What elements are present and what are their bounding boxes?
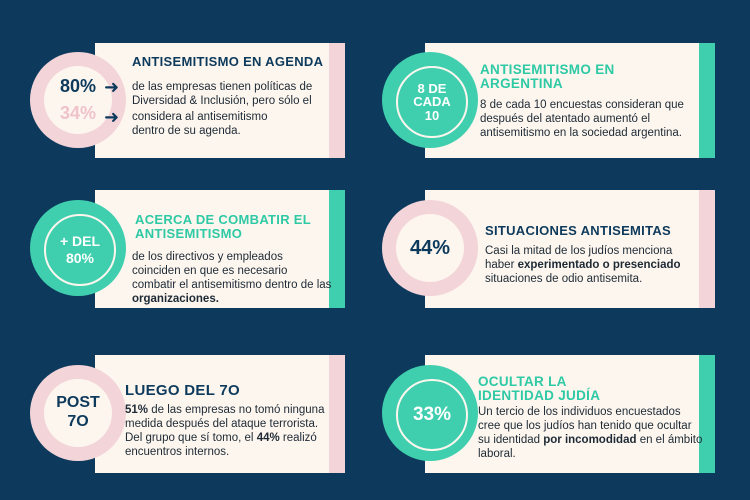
card-accent-stripe — [699, 190, 715, 308]
card-text-emphasis: experimentado o presenciado — [517, 259, 681, 272]
arrow-right-icon: ➜ — [104, 107, 120, 127]
card-text-part: realizó encuentros internos. — [125, 432, 317, 459]
card-title: OCULTAR LA IDENTIDAD JUDÍA — [478, 374, 601, 404]
stat-badge: + DEL 80% — [44, 214, 116, 286]
card-text: 8 de cada 10 encuestas consideran que de… — [480, 99, 684, 140]
card-title: SITUACIONES ANTISEMITAS — [485, 223, 672, 238]
badge-line: POST — [56, 394, 100, 412]
card-text: de las empresas tienen políticas de Dive… — [132, 81, 313, 108]
card-accent-stripe — [699, 355, 715, 473]
card-text: 51% de las empresas no tomó ninguna medi… — [125, 403, 335, 459]
card-text: considera al antisemitismo dentro de su … — [132, 111, 268, 138]
stat-badge: 8 DE CADA 10 — [396, 66, 468, 138]
stat-secondary: 34% — [59, 103, 97, 123]
card-accent-stripe — [329, 43, 345, 158]
card-title: ANTISEMITISMO EN AGENDA — [132, 54, 324, 69]
badge-value: 33% — [412, 404, 452, 426]
stat-badge-ring: 80% 34% — [30, 52, 126, 148]
stat-badge: 80% 34% — [44, 66, 112, 134]
stat-badge-ring: 8 DE CADA 10 — [382, 52, 478, 148]
card-text-emphasis: 51% — [125, 404, 149, 416]
card-text-emphasis: 44% — [256, 432, 280, 445]
stat-badge: POST 7O — [44, 379, 112, 447]
card-text-part: situaciones de odio antisemita. — [485, 273, 643, 286]
card-text-part: de las empresas no tomó ninguna medida d… — [125, 404, 325, 445]
card-antisemitismo-en-agenda — [95, 43, 345, 158]
card-luego-del-7o — [95, 355, 345, 473]
card-title: ACERCA DE COMBATIR EL ANTISEMITISMO — [135, 212, 311, 241]
arrow-right-icon: ➜ — [104, 77, 120, 97]
card-accent-stripe — [329, 355, 345, 473]
card-title: ANTISEMITISMO EN ARGENTINA — [480, 62, 615, 92]
card-text-part: de los directivos y empleados coinciden … — [132, 251, 332, 292]
card-acerca-de-combatir — [95, 190, 345, 308]
card-text: de los directivos y empleados coinciden … — [132, 250, 332, 306]
card-text-emphasis: por incomodidad — [543, 434, 637, 447]
badge-line: 8 DE — [417, 80, 447, 96]
badge-line: CADA — [413, 94, 451, 110]
stat-badge-ring: 44% — [382, 200, 478, 296]
card-text-part: en el ámbito laboral. — [478, 434, 703, 461]
stat-badge: 44% — [396, 214, 464, 282]
badge-line: + DEL — [59, 233, 101, 250]
card-accent-stripe — [699, 43, 715, 158]
badge-line: 80% — [65, 250, 95, 266]
card-text-part: Casi la mitad de los judíos menciona hab… — [485, 245, 673, 272]
card-title: LUEGO DEL 7O — [125, 382, 241, 399]
card-accent-stripe — [329, 190, 345, 308]
stat-badge-ring: POST 7O — [30, 365, 126, 461]
card-text-part: Un tercio de los individuos encuestados … — [478, 406, 692, 447]
card-text-emphasis: organizaciones. — [132, 293, 219, 306]
stat-badge-ring: 33% — [382, 365, 478, 461]
badge-line: 7O — [67, 413, 89, 430]
stat-primary: 80% — [59, 76, 97, 97]
badge-line: 10 — [424, 107, 440, 123]
stat-badge: 33% — [396, 379, 468, 451]
badge-value: 44% — [409, 236, 451, 259]
card-text: Casi la mitad de los judíos menciona hab… — [485, 244, 695, 286]
card-text: Un tercio de los individuos encuestados … — [478, 405, 703, 461]
stat-badge-ring: + DEL 80% — [30, 200, 126, 296]
